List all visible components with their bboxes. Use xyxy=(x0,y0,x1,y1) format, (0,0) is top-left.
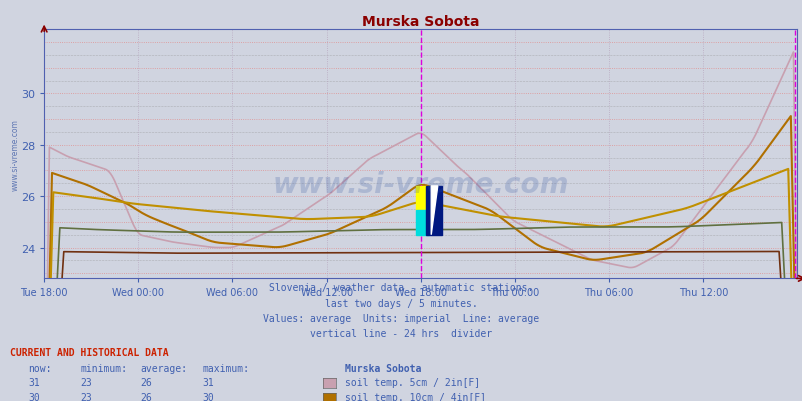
Bar xyxy=(426,186,441,235)
Text: 31: 31 xyxy=(28,377,40,387)
Text: 23: 23 xyxy=(80,392,92,401)
Text: soil temp. 5cm / 2in[F]: soil temp. 5cm / 2in[F] xyxy=(345,377,480,387)
Text: average:: average: xyxy=(140,363,188,373)
Text: 30: 30 xyxy=(28,392,40,401)
Text: Murska Sobota: Murska Sobota xyxy=(345,363,421,373)
Bar xyxy=(415,186,428,211)
Text: www.si-vreme.com: www.si-vreme.com xyxy=(272,170,569,198)
Text: CURRENT AND HISTORICAL DATA: CURRENT AND HISTORICAL DATA xyxy=(10,347,168,357)
Text: www.si-vreme.com: www.si-vreme.com xyxy=(11,119,20,190)
Text: Slovenia / weather data - automatic stations.: Slovenia / weather data - automatic stat… xyxy=(269,283,533,293)
Text: maximum:: maximum: xyxy=(202,363,249,373)
Title: Murska Sobota: Murska Sobota xyxy=(362,15,479,29)
Text: soil temp. 10cm / 4in[F]: soil temp. 10cm / 4in[F] xyxy=(345,392,486,401)
Bar xyxy=(415,211,428,235)
Text: 26: 26 xyxy=(140,392,152,401)
Text: 26: 26 xyxy=(140,377,152,387)
Text: minimum:: minimum: xyxy=(80,363,128,373)
Text: 31: 31 xyxy=(202,377,214,387)
Text: last two days / 5 minutes.: last two days / 5 minutes. xyxy=(325,298,477,308)
Text: 23: 23 xyxy=(80,377,92,387)
Polygon shape xyxy=(431,186,437,235)
Text: 30: 30 xyxy=(202,392,214,401)
Text: Values: average  Units: imperial  Line: average: Values: average Units: imperial Line: av… xyxy=(263,313,539,323)
Text: now:: now: xyxy=(28,363,51,373)
Text: vertical line - 24 hrs  divider: vertical line - 24 hrs divider xyxy=(310,328,492,338)
